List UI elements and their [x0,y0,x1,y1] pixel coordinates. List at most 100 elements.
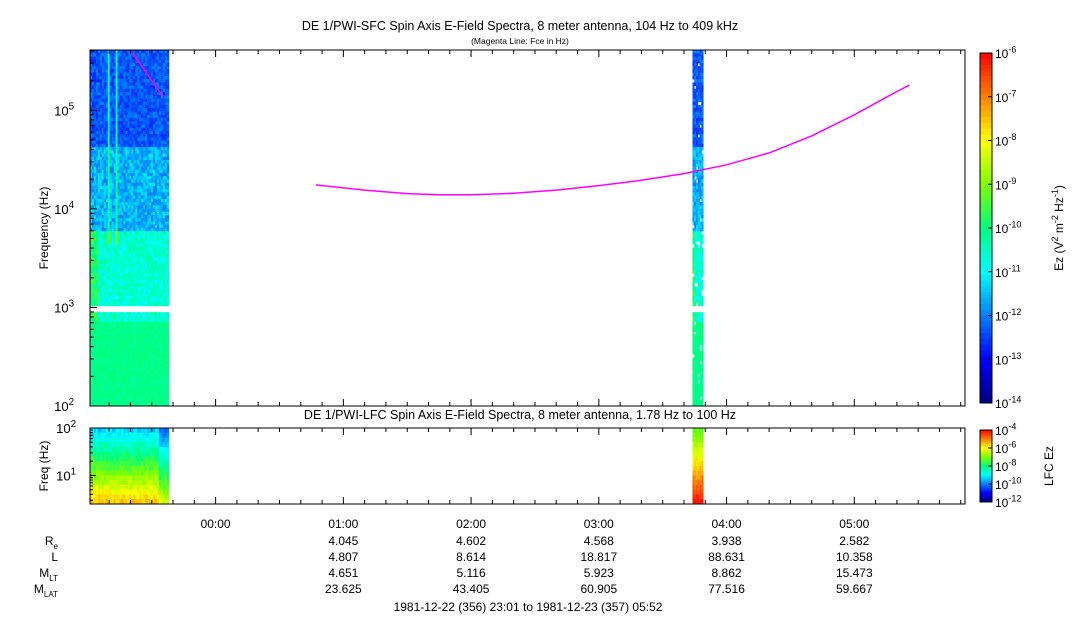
sfc-colorbar-swatch [980,268,992,276]
sfc-colorbar-swatch [980,280,992,287]
lfc-colorbar-swatch [980,451,992,454]
sfc-colorbar-swatch [980,228,992,235]
lfc-colorbar-swatch [980,456,992,458]
lfc-title: DE 1/PWI-LFC Spin Axis E-Field Spectra, … [304,408,736,422]
sfc-plot-frame [89,49,966,407]
lfc-colorbar-swatch [980,438,992,440]
sfc-colorbar-swatch [980,111,992,118]
x-tick-label: 04:00 [712,517,742,531]
sfc-colorbar-swatch [980,216,992,223]
lfc-colorbar-swatch [980,462,992,464]
lfc-colorbar-swatch [980,476,992,479]
y-tick-label: 102 [56,419,76,436]
lfc-colorbar-swatch [980,443,992,445]
lfc-colorbar-swatch [980,445,992,448]
lfc-colorbar-swatch [980,436,992,438]
ephemeris-value: 3.938 [712,534,742,548]
sfc-colorbar-swatch [980,134,992,141]
ephemeris-value: 8.862 [712,566,742,580]
lfc-colorbar-swatch [980,442,992,444]
sfc-colorbar-swatch [980,373,992,381]
sfc-colorbar-swatch [980,333,992,340]
sfc-colorbar-tick-label: 10-12 [995,307,1021,323]
lfc-colorbar-swatch [980,452,992,455]
lfc-colorbar-swatch [980,499,992,502]
fce-line [131,52,910,196]
sfc-colorbar-swatch [980,146,992,153]
lfc-colorbar-tick-label: 10-4 [995,422,1016,438]
sfc-colorbar-swatch [980,251,992,258]
lfc-colorbar-swatch [980,432,992,434]
ephemeris-row-label: MLAT [34,582,58,599]
lfc-colorbar-swatch [980,449,992,451]
ephemeris-value: 15.473 [836,566,873,580]
sfc-colorbar-swatch [980,117,992,124]
lfc-y-label: Freq (Hz) [37,441,51,492]
sfc-colorbar-tick-label: 10-6 [995,45,1016,61]
lfc-colorbar-swatch [980,493,992,496]
sfc-colorbar-swatch [980,210,992,217]
ephemeris-value: 18.817 [580,550,617,564]
y-tick-label: 101 [56,467,76,484]
sfc-colorbar-swatch [980,362,992,369]
sfc-y-axis: 102 103 104 105 [54,50,97,414]
lfc-colorbar-swatch [980,482,992,485]
sfc-colorbar-swatch [980,286,992,293]
ephemeris-value: 5.923 [584,566,614,580]
x-tick-label: 01:00 [328,517,358,531]
sfc-colorbar-swatch [980,88,992,95]
lfc-colorbar-swatch [980,469,992,472]
ephemeris-row-label: L [51,550,58,564]
lfc-colorbar: 10-4 10-6 10-8 10-10 10-12 [979,422,1021,510]
y-tick-label: 102 [54,397,74,414]
sfc-colorbar-swatch [980,105,992,112]
lfc-colorbar-tick-label: 10-8 [995,458,1016,474]
lfc-colorbar-swatch [980,463,992,466]
sfc-colorbar-tick-label: 10-10 [995,220,1021,236]
sfc-colorbar-tick-label: 10-9 [995,176,1016,192]
sfc-colorbar-swatch [980,123,992,130]
sfc-colorbar-swatch [980,321,992,328]
lfc-colorbar-swatch [980,444,992,446]
sfc-colorbar-swatch [980,175,992,182]
lfc-colorbar-swatch [980,461,992,463]
x-tick-label: 00:00 [201,517,231,531]
sfc-colorbar-swatch [980,187,992,194]
lfc-colorbar-swatch [980,446,992,449]
lfc-colorbar-swatch [980,475,992,478]
sfc-colorbar-swatch [980,233,992,241]
sfc-colorbar-swatch [980,338,992,346]
sfc-colorbar-tick-label: 10-14 [995,395,1021,411]
ephemeris-value: 4.602 [456,534,486,548]
lfc-spectrogram [90,428,704,504]
sfc-colorbar-swatch [980,368,992,375]
lfc-colorbar-swatch [980,494,992,497]
lfc-colorbar-swatch [980,484,992,486]
sfc-colorbar-swatch [980,292,992,299]
y-tick-label: 105 [54,101,74,118]
lfc-colorbar-swatch [980,486,992,488]
lfc-colorbar-swatch [980,454,992,456]
sfc-colorbar-swatch [980,58,992,66]
lfc-colorbar-swatch [980,434,992,437]
sfc-colorbar-swatch [980,222,992,229]
sfc-colorbar-swatch [980,379,992,386]
lfc-colorbar-swatch [980,430,992,432]
y-tick-label: 103 [54,299,74,316]
lfc-colorbar-tick-label: 10-10 [995,476,1021,492]
sfc-colorbar-swatch [980,158,992,165]
sfc-colorbar-swatch [980,385,992,392]
sfc-colorbar-swatch [980,257,992,264]
ephemeris-value: 10.358 [836,550,873,564]
lfc-colorbar-swatch [980,437,992,439]
lfc-colorbar-swatch [980,431,992,433]
lfc-colorbar-swatch [980,457,992,460]
sfc-colorbar: 10-6 10-7 10-8 10-9 10-10 10-11 10-12 10-13 10-1… [979,45,1021,411]
sfc-colorbar-swatch [980,350,992,357]
sfc-colorbar-swatch [980,315,992,322]
lfc-colorbar-swatch [980,492,992,494]
lfc-colorbar-swatch [980,448,992,450]
ephemeris-value: 88.631 [708,550,745,564]
sfc-title: DE 1/PWI-SFC Spin Axis E-Field Spectra, … [302,19,738,33]
